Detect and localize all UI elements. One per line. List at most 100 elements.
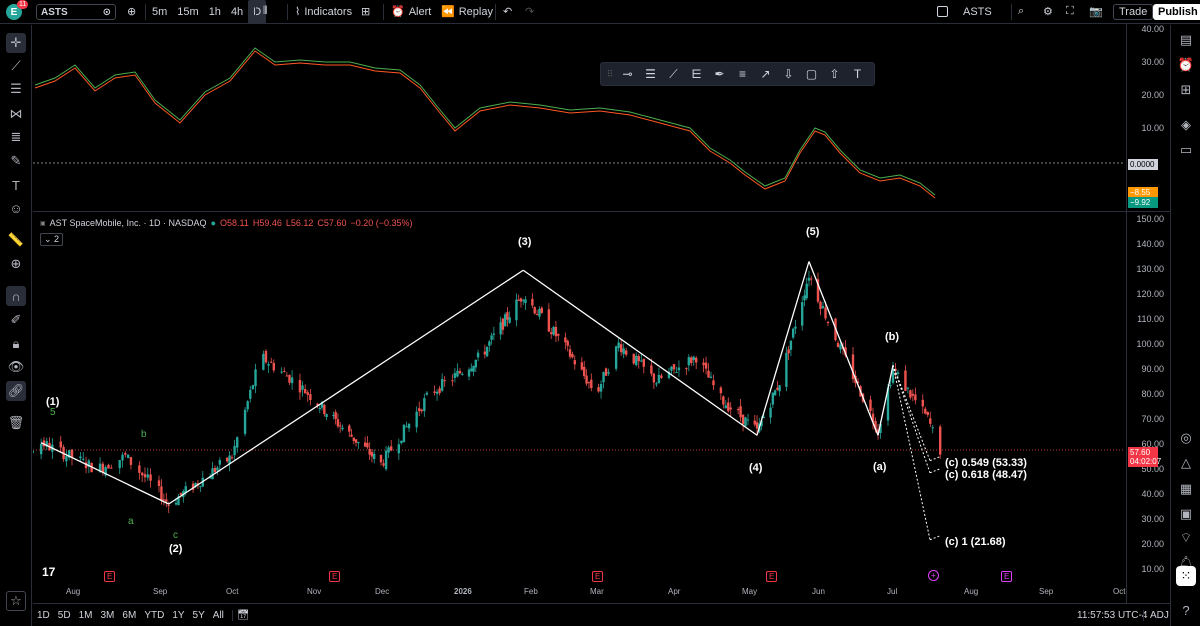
help-icon[interactable]: ? [1182,602,1190,618]
drag-handle-icon[interactable]: ⠿ [606,68,614,79]
subwave-label-5[interactable]: 5 [50,407,56,418]
layout-select-button[interactable] [932,0,953,24]
trendline-icon[interactable]: ⟋ [669,66,678,81]
adjust-toggle[interactable]: ADJ [1143,609,1173,621]
replay-button[interactable]: ⏪ Replay [436,0,498,24]
emoji-icon[interactable]: ☺ [9,200,23,216]
link-icon[interactable]: 🔗︎ [6,381,26,401]
eye-icon[interactable]: 👁︎ [7,359,25,374]
range-5y[interactable]: 5Y [192,609,205,621]
fullscreen-button[interactable]: ⛶ [1061,0,1079,24]
undo-button[interactable]: ↶ [498,0,517,24]
earnings-upcoming-marker-icon[interactable]: E [1001,571,1013,582]
range-6m[interactable]: 6M [122,609,137,621]
indicators-button[interactable]: ⌇ Indicators [290,0,357,24]
symbol-search[interactable]: ASTS ⊙ [36,4,116,20]
alerts-icon[interactable]: ⏰ [1177,57,1195,72]
layout-name[interactable]: ASTS [963,5,992,18]
add-symbol-button[interactable]: ⊕ [122,0,141,24]
quick-search-button[interactable]: ⌕ [1013,0,1029,24]
clock-time[interactable]: 11:57:53 UTC-4 [1077,609,1148,621]
timeframe-5m[interactable]: 5m [152,5,168,18]
calendar-icon[interactable]: ▦ [1179,481,1193,496]
apps-grid-icon[interactable]: ⁙ [1176,566,1196,586]
earnings-marker-icon[interactable]: E [592,571,604,582]
chart-type-button[interactable]: ⫴ [258,0,273,24]
target-icon[interactable]: ◎ [1180,430,1192,445]
redo-button[interactable]: ↷ [520,0,539,24]
subwave-label-b[interactable]: b [141,429,147,440]
subwave-label-a[interactable]: a [128,516,134,527]
timeframe-15m[interactable]: 15m [177,5,199,18]
earnings-marker-icon[interactable]: E [766,571,778,582]
settings-button[interactable]: ⚙ [1038,0,1058,24]
fib-target-0618[interactable]: (c) 0.618 (48.47) [945,469,1027,481]
ruler-icon[interactable]: 📏 [7,232,25,247]
timeframe-4h[interactable]: 4h [230,5,244,18]
layers-icon[interactable] [1176,87,1196,107]
trash-icon[interactable]: 🗑︎ [7,415,25,430]
arrow-up-icon[interactable]: ⇧ [829,67,840,81]
price-axis[interactable]: 40.00 30.00 20.00 10.00 150.00 140.00 130.00 1… [1126,24,1170,604]
range-1y[interactable]: 1Y [172,609,185,621]
dividend-marker-icon[interactable]: + [928,570,939,581]
chart-canvas[interactable] [33,25,1125,603]
fib-target-1[interactable]: (c) 1 (21.68) [945,536,1006,548]
watchlist-icon[interactable]: ▤ [1179,32,1193,47]
wave-label-4[interactable]: (4) [749,462,763,474]
snapshot-button[interactable]: 📷 [1084,0,1108,24]
stay-drawing-icon[interactable]: ✐ [10,312,22,327]
signal-icon[interactable]: ⌔ [1179,530,1193,545]
trade-button[interactable]: Trade [1113,4,1154,20]
chat-icon[interactable]: ▭ [1179,142,1193,157]
earnings-marker-icon[interactable]: E [329,571,341,582]
tradingview-logo-icon[interactable]: 17 [42,565,56,579]
range-1m[interactable]: 1M [78,609,93,621]
trend-line-icon[interactable]: ⟋ [11,58,21,73]
ideas-icon[interactable]: △ [1181,455,1191,470]
range-1d[interactable]: 1D [37,609,50,621]
parallel-channel-icon[interactable]: ☰ [10,81,22,96]
wave-label-1[interactable]: (1) [46,396,60,408]
horizontal-ray-icon[interactable]: ⊸ [622,67,633,81]
alert-button[interactable]: ⏰ Alert [386,0,436,24]
layers-stack-icon[interactable]: ◈ [1181,117,1191,132]
fib-tool-icon[interactable]: ⋿ [691,67,702,81]
wave-label-3[interactable]: (3) [518,236,532,248]
zoom-in-icon[interactable]: ⊕ [10,256,22,271]
pitchfork-icon[interactable]: ⋈ [9,106,23,121]
fib-target-0549[interactable]: (c) 0.549 (53.33) [945,457,1027,469]
rectangle-icon[interactable]: ▢ [805,67,818,81]
text-tool-icon[interactable]: T [853,67,862,81]
magnet-icon[interactable]: ∩ [6,286,26,306]
object-tree-icon[interactable]: ⊞ [1180,82,1192,97]
goto-date-icon[interactable]: 📅︎ [231,609,254,621]
text-icon[interactable]: T [12,177,20,193]
timeframe-1h[interactable]: 1h [208,5,221,18]
pen-icon[interactable]: ✒ [714,67,725,81]
subwave-label-c[interactable]: c [173,530,178,541]
horizontal-lines-icon[interactable]: ☰ [645,67,656,81]
wave-label-b[interactable]: (b) [885,331,900,343]
wave-label-5[interactable]: (5) [806,226,820,238]
fib-retracement-icon[interactable]: ≣ [10,129,22,144]
star-icon[interactable]: ☆ [6,591,26,611]
wave-label-a[interactable]: (a) [873,461,887,473]
arrow-down-icon[interactable]: ⇩ [783,67,794,81]
range-5d[interactable]: 5D [57,609,71,621]
ray-icon[interactable]: ↗ [760,67,771,81]
layout-templates-button[interactable]: ⊞ [356,0,375,24]
range-3m[interactable]: 3M [100,609,115,621]
lock-icon[interactable]: 🔒︎ [12,336,20,351]
pane-separator[interactable] [33,211,1170,212]
levels-icon[interactable]: ≡ [738,67,746,81]
range-all[interactable]: All [212,609,224,621]
news-icon[interactable]: ▣ [1179,506,1193,521]
wave-label-2[interactable]: (2) [169,543,183,555]
range-ytd[interactable]: YTD [144,609,165,621]
earnings-marker-icon[interactable]: E [104,571,116,582]
brush-icon[interactable]: ✎ [10,153,22,168]
crosshair-icon[interactable]: ✛ [6,33,26,53]
timeframe-d[interactable]: D [248,0,267,24]
publish-button[interactable]: Publish [1153,4,1200,20]
